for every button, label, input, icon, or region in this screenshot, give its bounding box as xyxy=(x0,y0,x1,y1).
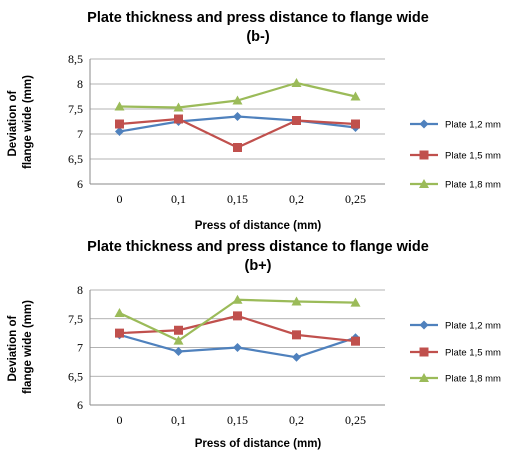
data-point xyxy=(350,91,361,101)
data-point xyxy=(115,328,124,338)
legend-item: Plate 1,2 mm xyxy=(410,119,501,131)
data-point xyxy=(232,95,243,105)
chart-subtitle: (b+) xyxy=(245,258,272,274)
chart-title: Plate thickness and press distance to fl… xyxy=(87,239,429,255)
y-axis-title-line2: flange wide (mm) xyxy=(22,75,34,169)
y-tick-label: 7,5 xyxy=(68,312,83,326)
series-2 xyxy=(115,114,360,152)
legend-label: Plate 1,8 mm xyxy=(445,180,501,191)
chart-b-plus: Plate thickness and press distance to fl… xyxy=(7,239,501,450)
y-tick-label: 8 xyxy=(77,77,83,91)
legend: Plate 1,2 mm Plate 1,5 mm Plate 1,8 mm xyxy=(410,119,501,191)
plot-area: 6 6,5 7 7,5 8 0 0,1 0,15 0,2 0,25 xyxy=(68,283,385,427)
plot-area: 6 6,5 7 7,5 8 8,5 0 0,1 0,15 0,2 0,25 xyxy=(68,52,385,206)
x-tick-label: 0,25 xyxy=(345,192,366,206)
data-point xyxy=(114,308,125,317)
y-tick-label: 6,5 xyxy=(68,369,83,383)
y-tick-label: 7 xyxy=(77,127,83,141)
y-tick-label: 6 xyxy=(77,398,83,412)
data-point xyxy=(114,101,125,111)
legend-label: Plate 1,2 mm xyxy=(445,321,501,332)
y-tick-label: 8 xyxy=(77,283,83,297)
legend-item: Plate 1,8 mm xyxy=(410,179,501,191)
y-axis-title-line1: Deviation of xyxy=(7,316,19,382)
x-tick-label: 0 xyxy=(117,192,123,206)
y-axis-title: Deviation of flange wide (mm) xyxy=(7,300,34,394)
x-tick-label: 0,15 xyxy=(227,192,248,206)
legend-marker xyxy=(419,347,429,357)
legend-item: Plate 1,8 mm xyxy=(410,373,501,385)
y-tick-label: 6,5 xyxy=(68,152,83,166)
x-tick-label: 0,1 xyxy=(171,413,186,427)
x-tick-label: 0,1 xyxy=(171,192,186,206)
data-point xyxy=(292,330,301,340)
data-point xyxy=(291,78,302,87)
legend-item: Plate 1,5 mm xyxy=(410,347,501,359)
x-axis-title: Press of distance (mm) xyxy=(195,438,322,450)
x-tick-label: 0 xyxy=(117,413,123,427)
data-point xyxy=(233,143,242,152)
series-3 xyxy=(114,78,361,112)
series-1 xyxy=(115,112,360,136)
data-point xyxy=(233,311,242,321)
legend: Plate 1,2 mm Plate 1,5 mm Plate 1,8 mm xyxy=(410,320,501,385)
x-tick-label: 0,15 xyxy=(227,413,248,427)
legend-label: Plate 1,5 mm xyxy=(445,151,501,162)
legend-marker xyxy=(419,179,429,188)
y-axis-title: Deviation of flange wide (mm) xyxy=(7,75,34,169)
y-tick-label: 7 xyxy=(77,341,83,355)
x-axis-title: Press of distance (mm) xyxy=(195,220,322,232)
legend-marker xyxy=(419,119,429,129)
y-tick-label: 6 xyxy=(77,177,83,191)
data-point xyxy=(173,335,184,345)
series-3 xyxy=(114,294,361,345)
data-point xyxy=(174,347,183,357)
legend-label: Plate 1,2 mm xyxy=(445,120,501,131)
legend-item: Plate 1,5 mm xyxy=(410,150,501,162)
chart-subtitle: (b-) xyxy=(246,29,270,45)
x-tick-label: 0,25 xyxy=(345,413,366,427)
legend-marker xyxy=(419,373,429,382)
data-point xyxy=(233,343,242,352)
y-axis-title-line2: flange wide (mm) xyxy=(22,300,34,394)
legend-label: Plate 1,8 mm xyxy=(445,374,501,385)
legend-label: Plate 1,5 mm xyxy=(445,348,501,359)
chart-title: Plate thickness and press distance to fl… xyxy=(87,10,429,26)
data-point xyxy=(115,119,124,129)
data-point xyxy=(292,116,301,125)
data-point xyxy=(292,352,301,362)
data-point xyxy=(350,297,361,307)
data-point xyxy=(115,127,124,136)
data-point xyxy=(173,102,184,112)
chart-b-minus: Plate thickness and press distance to fl… xyxy=(7,10,501,232)
data-point xyxy=(291,296,302,306)
y-tick-label: 8,5 xyxy=(68,52,83,66)
legend-marker xyxy=(419,320,429,330)
data-point xyxy=(174,325,183,335)
data-point xyxy=(351,336,360,346)
y-tick-label: 7,5 xyxy=(68,102,83,116)
x-tick-label: 0,2 xyxy=(289,413,304,427)
series-1 xyxy=(115,330,360,362)
data-point xyxy=(351,119,360,129)
y-axis-title-line1: Deviation of xyxy=(7,91,19,157)
x-tick-label: 0,2 xyxy=(289,192,304,206)
data-point xyxy=(233,112,242,121)
data-point xyxy=(174,114,183,124)
data-point xyxy=(232,294,243,304)
legend-item: Plate 1,2 mm xyxy=(410,320,501,332)
legend-marker xyxy=(419,150,429,160)
